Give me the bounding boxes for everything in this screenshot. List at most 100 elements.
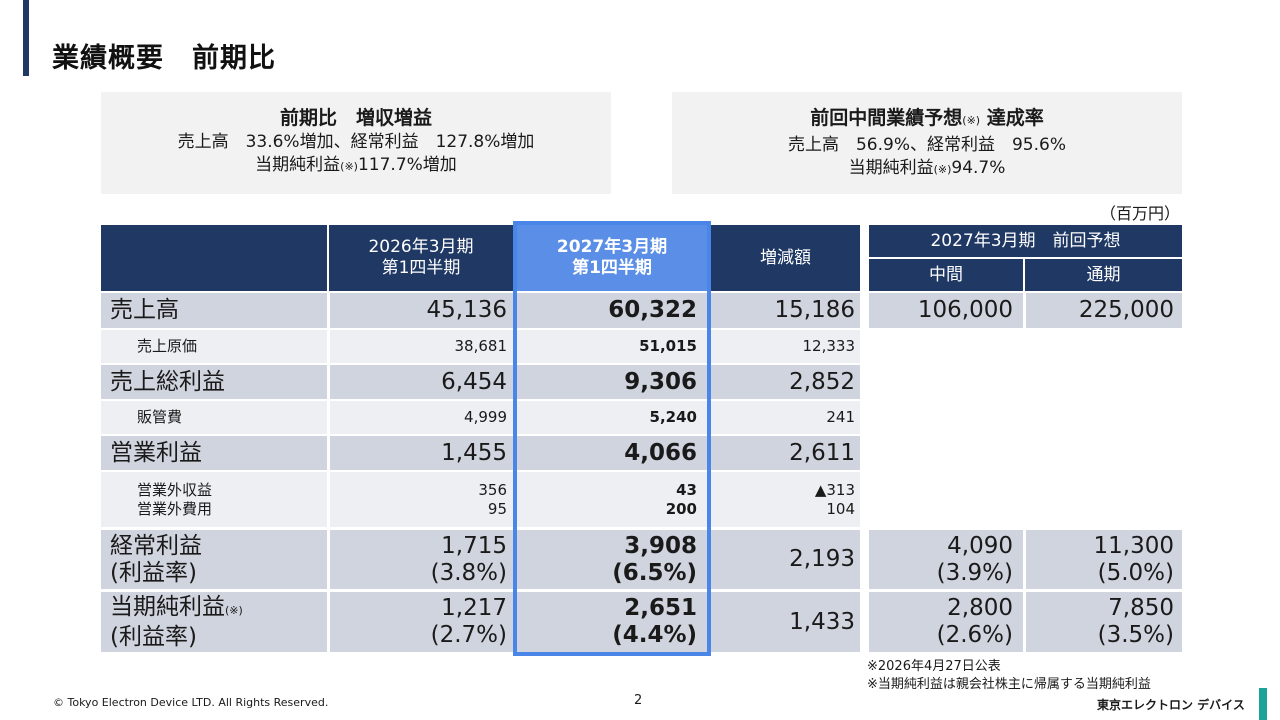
column-divider (327, 472, 330, 527)
row-label: 経常利益 (利益率) (110, 530, 202, 589)
prev-value: 6,454 (441, 368, 507, 395)
header-change-label: 増減額 (760, 247, 811, 268)
footnote-2: ※当期純利益は親会社株主に帰属する当期純利益 (867, 677, 1151, 692)
curr-value: 43 200 (517, 472, 697, 527)
row-label: 当期純利益(※) (利益率) (110, 592, 243, 652)
forecast-full-line1: 7,850 (1108, 595, 1174, 621)
summary-forecast-heading: 前回中間業績予想(※) 達成率 (672, 105, 1182, 134)
summary-yoy-line2: 当期純利益(※)117.7%増加 (101, 154, 611, 178)
unit-label: （百万円） (1100, 204, 1181, 223)
header-forecast-group-label: 2027年3月期 前回予想 (930, 230, 1121, 251)
header-curr-period: 2027年3月期 第1四半期 (517, 225, 707, 291)
header-prev-line1: 2026年3月期 (368, 237, 474, 257)
forecast-row: 2,800 (2.6%) 7,850 (3.5%) (869, 592, 1182, 652)
change-value: 2,193 (789, 546, 855, 572)
curr-value-line1: 43 (676, 480, 697, 499)
summary-yoy-box: 前期比 増収増益 売上高 33.6%増加、経常利益 127.8%増加 当期純利益… (101, 92, 611, 194)
header-change: 増減額 (711, 225, 860, 291)
header-forecast-mid-label: 中間 (929, 264, 963, 285)
logo-accent-bar (1259, 688, 1267, 720)
change-value: 15,186 (774, 297, 855, 323)
footnote-1: ※2026年4月27日公表 (867, 659, 1001, 674)
header-forecast-group: 2027年3月期 前回予想 (869, 225, 1182, 257)
header-curr-line1: 2027年3月期 (556, 237, 668, 257)
title-accent-bar (23, 0, 29, 76)
prev-value-line1: 1,715 (441, 532, 507, 559)
summary-yoy-line2-post: 117.7%増加 (357, 155, 457, 175)
forecast-mid-line2: (3.9%) (936, 559, 1013, 586)
copyright: © Tokyo Electron Device LTD. All Rights … (53, 696, 329, 709)
header-label-cell (101, 225, 327, 291)
change-value: 2,611 (789, 439, 855, 466)
curr-value-line1: 3,908 (624, 532, 697, 559)
curr-value: 5,240 (649, 408, 697, 426)
prev-value-line1: 356 (478, 480, 507, 499)
prev-value: 1,217 (2.7%) (327, 592, 507, 652)
note-mark: (※) (962, 114, 981, 127)
prev-value: 1,455 (441, 439, 507, 466)
prev-value-line2: (3.8%) (430, 559, 507, 586)
change-value-line2: 104 (826, 499, 855, 518)
prev-value: 356 95 (327, 472, 507, 527)
forecast-mid-value: 2,800 (2.6%) (869, 592, 1013, 652)
page-number: 2 (634, 693, 643, 708)
page-title: 業績概要 前期比 (52, 43, 276, 74)
forecast-full-line2: (3.5%) (1097, 622, 1174, 648)
row-label-line2: (利益率) (110, 623, 197, 650)
prev-value: 38,681 (454, 337, 508, 355)
column-divider (327, 592, 330, 652)
column-divider (327, 401, 330, 434)
table-row: 売上原価 38,681 51,015 12,333 (101, 330, 860, 363)
change-value: 2,852 (789, 368, 855, 395)
row-label: 売上原価 (137, 337, 198, 355)
curr-value: 60,322 (608, 297, 697, 323)
forecast-full-value: 225,000 (1078, 297, 1174, 323)
column-divider (327, 293, 330, 328)
prev-value: 1,715 (3.8%) (327, 530, 507, 589)
forecast-full-line1: 11,300 (1093, 532, 1174, 559)
change-value: 241 (826, 408, 855, 426)
table-row: 当期純利益(※) (利益率) 1,217 (2.7%) 2,651 (4.4%)… (101, 592, 860, 652)
curr-value-line2: (6.5%) (612, 559, 697, 586)
summary-forecast-line2-post: 94.7% (951, 158, 1006, 178)
change-value-line1: ▲313 (814, 480, 855, 499)
column-divider (327, 436, 330, 470)
note-mark: (※) (340, 160, 358, 173)
forecast-full-value: 7,850 (3.5%) (1025, 592, 1174, 652)
table-row: 販管費 4,999 5,240 241 (101, 401, 860, 434)
forecast-mid-line1: 2,800 (947, 595, 1013, 621)
summary-forecast-line2: 当期純利益(※)94.7% (672, 157, 1182, 181)
row-label-line1: 経常利益 (110, 532, 202, 559)
header-forecast-full-label: 通期 (1086, 264, 1121, 285)
table-row: 経常利益 (利益率) 1,715 (3.8%) 3,908 (6.5%) 2,1… (101, 530, 860, 589)
column-divider (1023, 530, 1026, 589)
curr-value-line2: (4.4%) (612, 622, 697, 648)
note-mark: (※) (225, 603, 243, 617)
curr-value: 51,015 (639, 337, 697, 355)
forecast-mid-line2: (2.6%) (936, 622, 1013, 648)
forecast-full-value: 11,300 (5.0%) (1025, 530, 1174, 589)
forecast-mid-value: 4,090 (3.9%) (869, 530, 1013, 589)
header-curr-line2: 第1四半期 (572, 258, 652, 278)
summary-forecast-heading-post: 達成率 (980, 107, 1044, 129)
prev-value: 4,999 (464, 408, 507, 426)
header-prev-period: 2026年3月期 第1四半期 (329, 225, 513, 291)
summary-yoy-line1: 売上高 33.6%増加、経常利益 127.8%増加 (177, 132, 535, 152)
header-prev-line2: 第1四半期 (381, 258, 461, 278)
table-row: 営業利益 1,455 4,066 2,611 (101, 436, 860, 470)
curr-value: 4,066 (624, 439, 697, 466)
summary-forecast-line2-pre: 当期純利益 (848, 158, 934, 178)
summary-forecast-box: 前回中間業績予想(※) 達成率 売上高 56.9%、経常利益 95.6% 当期純… (672, 92, 1182, 194)
curr-value-line1: 2,651 (624, 595, 697, 621)
table-row: 売上総利益 6,454 9,306 2,852 (101, 365, 860, 399)
summary-yoy-line2-pre: 当期純利益 (255, 155, 341, 175)
row-label: 営業外収益 営業外費用 (137, 472, 212, 527)
prev-value: 45,136 (426, 297, 507, 323)
column-divider (1023, 293, 1026, 328)
row-label: 営業利益 (110, 439, 202, 466)
column-divider (327, 365, 330, 399)
row-label-line1-text: 当期純利益 (110, 593, 225, 620)
header-forecast-mid: 中間 (869, 259, 1023, 291)
curr-value: 9,306 (624, 368, 697, 395)
curr-value: 2,651 (4.4%) (517, 592, 697, 652)
